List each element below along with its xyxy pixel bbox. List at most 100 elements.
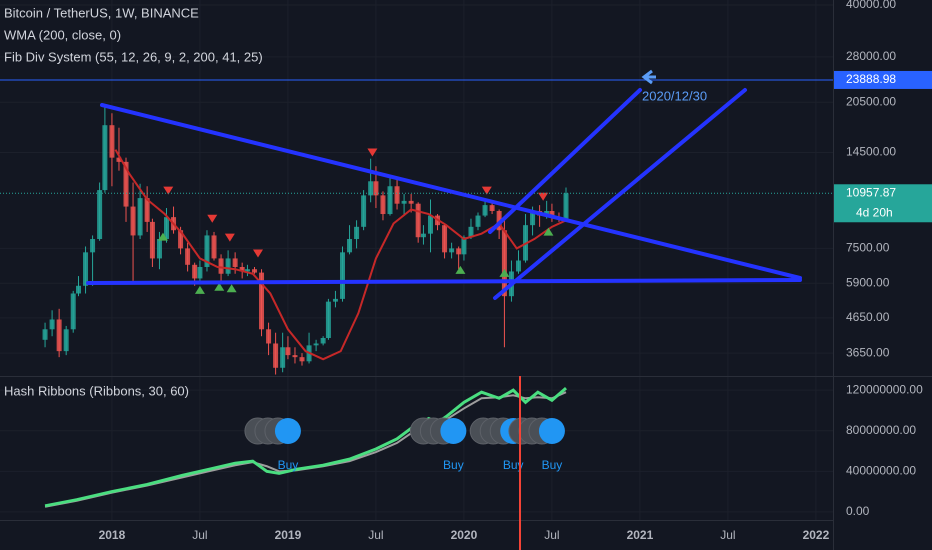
x-tick-label: Jul bbox=[544, 528, 559, 542]
grid bbox=[0, 0, 833, 520]
candle-body bbox=[496, 211, 502, 231]
x-tick-label: 2019 bbox=[275, 528, 302, 542]
buy-signal bbox=[538, 418, 565, 444]
candle-body bbox=[97, 190, 103, 240]
arrow bbox=[641, 69, 656, 85]
candle-body bbox=[475, 215, 481, 227]
candle-body bbox=[361, 195, 367, 227]
trend-line bbox=[100, 103, 802, 280]
buy-signal bbox=[274, 418, 301, 444]
candle-body bbox=[185, 248, 191, 265]
candle-body bbox=[204, 235, 210, 267]
sell-signal bbox=[253, 249, 264, 258]
candle-body bbox=[387, 186, 393, 215]
candle-body bbox=[285, 347, 291, 356]
x-tick-label: Jul bbox=[720, 528, 735, 542]
candle-body bbox=[373, 181, 379, 196]
buy-signal bbox=[214, 282, 225, 291]
sell-signal bbox=[481, 186, 492, 195]
buy-signal bbox=[157, 232, 168, 241]
candle-body bbox=[70, 293, 76, 330]
buy-signal bbox=[194, 285, 205, 294]
trend-line bbox=[488, 88, 642, 234]
candle-body bbox=[109, 125, 115, 158]
candle-body bbox=[292, 355, 298, 358]
buy-signal bbox=[543, 227, 554, 236]
annotation: 2020/12/30 bbox=[642, 88, 707, 103]
sell-signal bbox=[538, 192, 549, 201]
ribbon-line bbox=[44, 387, 567, 508]
candle-body bbox=[156, 239, 162, 259]
sell-signal bbox=[224, 233, 235, 242]
buy-signal bbox=[499, 268, 510, 277]
y-tick-label: 80000000.00 bbox=[846, 423, 916, 437]
candle-body bbox=[415, 203, 421, 238]
drawings bbox=[86, 88, 802, 300]
candle-body bbox=[380, 195, 386, 215]
candle-body bbox=[420, 233, 426, 238]
candle-body bbox=[549, 211, 555, 218]
candle-body bbox=[42, 329, 48, 340]
y-tick-label: 14500.00 bbox=[846, 145, 896, 159]
candle-body bbox=[218, 258, 224, 274]
candle-body bbox=[266, 329, 272, 344]
y-tick-label: 5900.00 bbox=[846, 275, 890, 289]
candle-body bbox=[137, 198, 143, 236]
candle-body bbox=[244, 269, 250, 272]
candle-body bbox=[273, 343, 279, 368]
candle-body bbox=[144, 198, 150, 222]
candle-body bbox=[442, 225, 448, 253]
y-tick-label: 4650.00 bbox=[846, 310, 890, 324]
candle-body bbox=[325, 301, 331, 338]
candle-body bbox=[427, 215, 433, 234]
price-label-box bbox=[834, 70, 932, 89]
buy-label: Buy bbox=[503, 458, 524, 472]
axes: 2018 Jul 2019 Jul 2020 Jul 2021 Jul 2022 3650.00 4… bbox=[99, 0, 932, 542]
ribbon-line bbox=[44, 391, 567, 508]
candle-body bbox=[468, 226, 474, 238]
candle-body bbox=[299, 357, 305, 362]
candle-body bbox=[394, 186, 400, 204]
candle-body bbox=[347, 239, 353, 253]
indicator-label: Fib Div System (55, 12, 26, 9, 2, 200, 4… bbox=[4, 49, 263, 64]
y-tick-label: 28000.00 bbox=[846, 49, 896, 63]
candle-body bbox=[192, 264, 198, 279]
buy-signal bbox=[226, 284, 237, 293]
price-label: 10957.87 bbox=[846, 185, 896, 199]
candle-body bbox=[149, 221, 155, 259]
candle-body bbox=[178, 230, 184, 249]
candle-body bbox=[563, 193, 569, 219]
price-label-box bbox=[834, 184, 932, 223]
candle-body bbox=[280, 347, 286, 368]
candle-body bbox=[211, 235, 217, 259]
candle-body bbox=[130, 206, 136, 236]
sell-signal bbox=[207, 214, 218, 223]
candle-body bbox=[449, 248, 455, 253]
candle-body bbox=[530, 211, 536, 226]
y-tick-label: 40000.00 bbox=[846, 0, 896, 11]
y-tick-label: 120000000.00 bbox=[846, 382, 923, 396]
chart-title: Bitcoin / TetherUS, 1W, BINANCE bbox=[4, 5, 199, 20]
y-tick-label: 40000000.00 bbox=[846, 463, 916, 477]
countdown-label: 4d 20h bbox=[856, 205, 893, 219]
buy-label: Buy bbox=[542, 458, 563, 472]
candle-body bbox=[163, 217, 169, 240]
y-tick-label: 3650.00 bbox=[846, 345, 890, 359]
price-pane bbox=[0, 79, 833, 375]
y-tick-label: 7500.00 bbox=[846, 241, 890, 255]
pane-title: Hash Ribbons (Ribbons, 30, 60) bbox=[4, 383, 189, 398]
buy-signal bbox=[440, 418, 467, 444]
x-tick-label: 2022 bbox=[803, 528, 830, 542]
candle-body bbox=[401, 200, 407, 204]
candle-body bbox=[408, 200, 414, 204]
candle-body bbox=[515, 260, 521, 272]
x-tick-label: Jul bbox=[368, 528, 383, 542]
candle-body bbox=[313, 343, 319, 346]
candle-body bbox=[456, 248, 462, 255]
candle-body bbox=[56, 319, 62, 352]
candle-body bbox=[368, 181, 374, 196]
candle-body bbox=[489, 205, 495, 212]
